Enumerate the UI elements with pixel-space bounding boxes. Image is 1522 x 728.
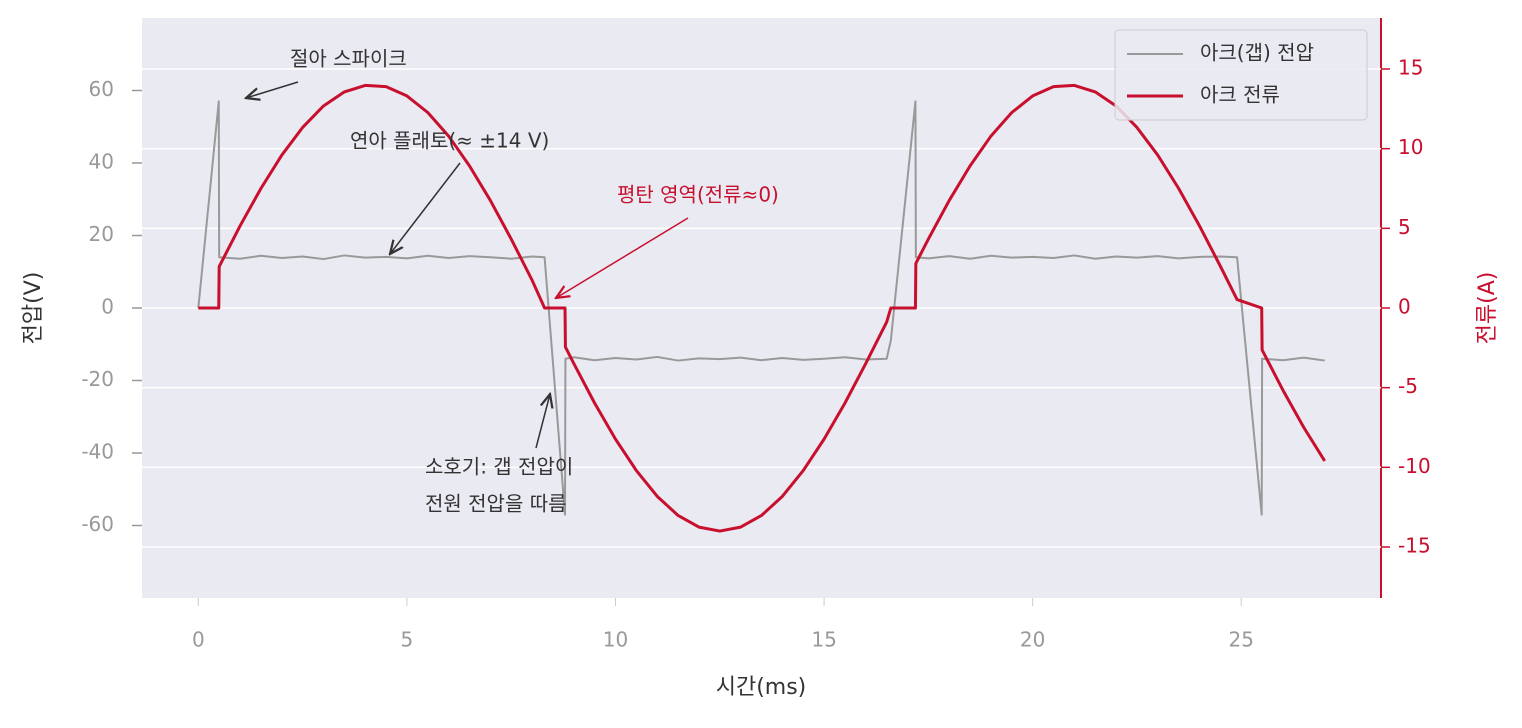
- annotation-arrow: [390, 162, 461, 254]
- annotation: 연아 플래토(≈ ±14 V): [350, 129, 549, 153]
- x-axis-label: 시간(ms): [716, 675, 807, 700]
- annotation: 절아 스파이크: [290, 47, 407, 71]
- y-tick-label: 20: [89, 222, 114, 246]
- y2-tick-label: -5: [1398, 374, 1418, 398]
- x-tick-label: 15: [811, 628, 836, 652]
- legend-label: 아크 전류: [1200, 83, 1280, 107]
- y2-tick-label: 10: [1398, 135, 1423, 159]
- series-line: [198, 83, 1326, 533]
- y-axis-label: 전압(V): [21, 272, 46, 345]
- x-tick-label: 25: [1229, 628, 1254, 652]
- annotation: 전원 전압을 따름: [425, 492, 567, 516]
- y2-tick-label: -10: [1398, 454, 1431, 478]
- y-tick-label: -40: [81, 440, 114, 464]
- y2-tick-label: 5: [1398, 215, 1411, 239]
- series-line: [197, 100, 1325, 516]
- y-tick-label: 0: [101, 295, 114, 319]
- x-tick-label: 5: [401, 628, 414, 652]
- x-tick-label: 10: [603, 628, 628, 652]
- y-tick-label: 60: [89, 77, 114, 101]
- x-tick-label: 20: [1020, 628, 1045, 652]
- y2-tick-label: 15: [1398, 55, 1423, 79]
- y2-tick-label: -15: [1398, 534, 1431, 558]
- y-tick-label: -60: [81, 512, 114, 536]
- y2-axis-label: 전류(A): [1475, 272, 1500, 345]
- annotation-arrow: [246, 81, 299, 98]
- y2-tick-label: 0: [1398, 295, 1411, 319]
- x-tick-label: 0: [192, 628, 205, 652]
- annotation-arrow: [535, 394, 550, 449]
- annotation: 소호기: 갭 전압이: [425, 455, 573, 479]
- annotation-arrow: [556, 217, 689, 298]
- y-tick-label: 40: [89, 150, 114, 174]
- y-tick-label: -20: [81, 367, 114, 391]
- legend-label: 아크(갭) 전압: [1200, 41, 1314, 65]
- annotation: 평탄 영역(전류≈0): [617, 183, 779, 207]
